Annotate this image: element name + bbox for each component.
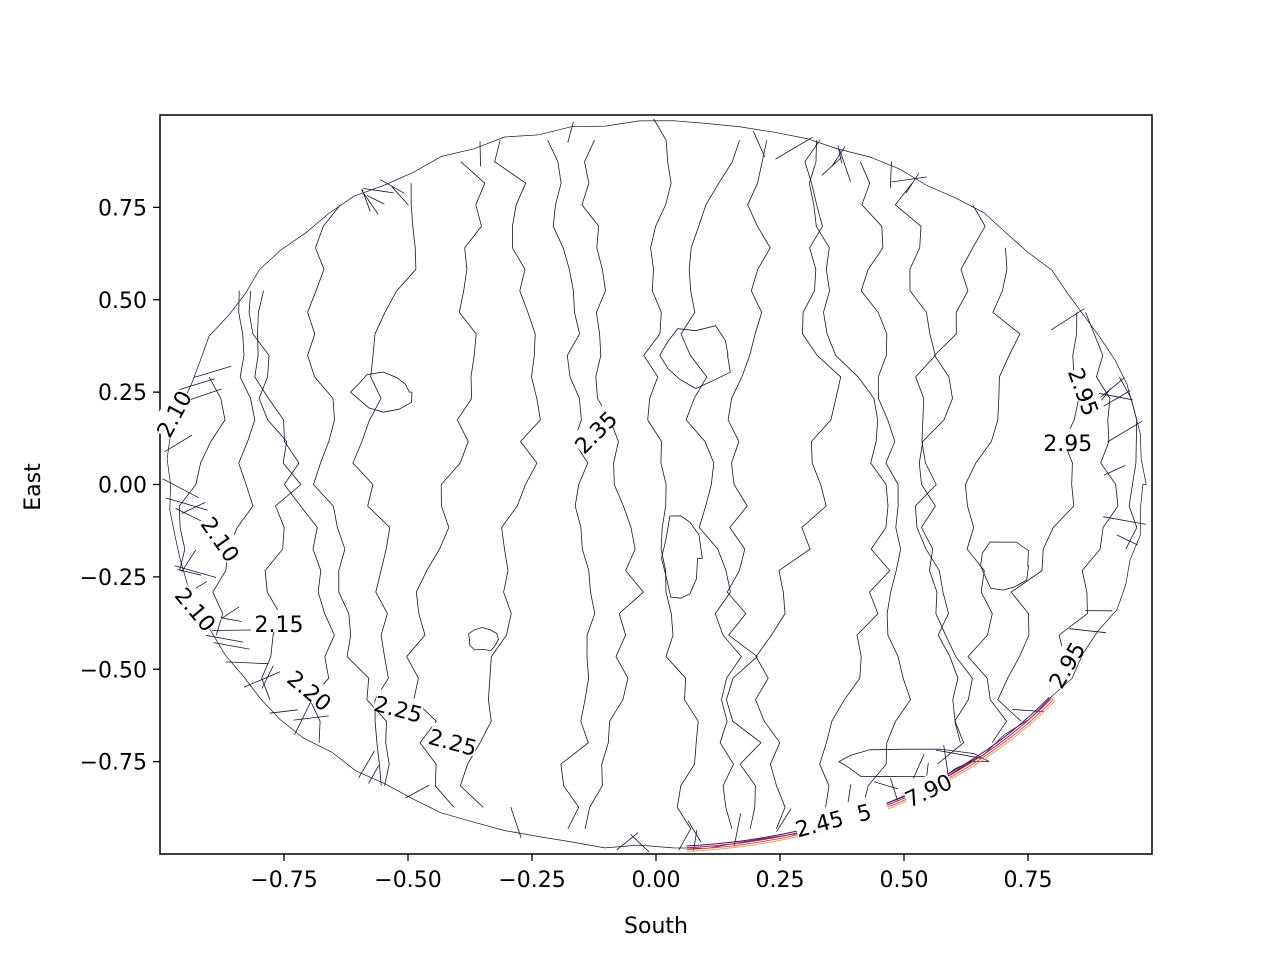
- contour-label: 2.15: [255, 610, 304, 638]
- x-axis-label: South: [624, 914, 688, 939]
- y-axis-label: East: [21, 463, 46, 511]
- x-tick-label: 0.75: [1004, 868, 1053, 893]
- x-tick-label: −0.25: [498, 868, 565, 893]
- x-tick-label: 0.00: [632, 868, 681, 893]
- y-tick-label: −0.75: [80, 751, 147, 776]
- y-tick-label: 0.50: [98, 289, 147, 314]
- y-tick-label: 0.00: [98, 474, 147, 499]
- y-tick-label: −0.25: [80, 566, 147, 591]
- y-tick-label: 0.25: [98, 381, 147, 406]
- contour-label: 2.95: [1043, 429, 1092, 457]
- rim-contour-segment: [480, 141, 481, 166]
- y-tick-label: 0.75: [98, 196, 147, 221]
- x-tick-label: −0.75: [250, 868, 317, 893]
- x-tick-label: 0.25: [756, 868, 805, 893]
- x-tick-label: −0.50: [374, 868, 441, 893]
- rim-contour-segment: [212, 630, 251, 631]
- contour-label-text: 2.95: [1043, 432, 1092, 457]
- contour-label-text: 2.15: [255, 613, 304, 638]
- y-tick-label: −0.50: [80, 658, 147, 683]
- x-tick-label: 0.50: [880, 868, 929, 893]
